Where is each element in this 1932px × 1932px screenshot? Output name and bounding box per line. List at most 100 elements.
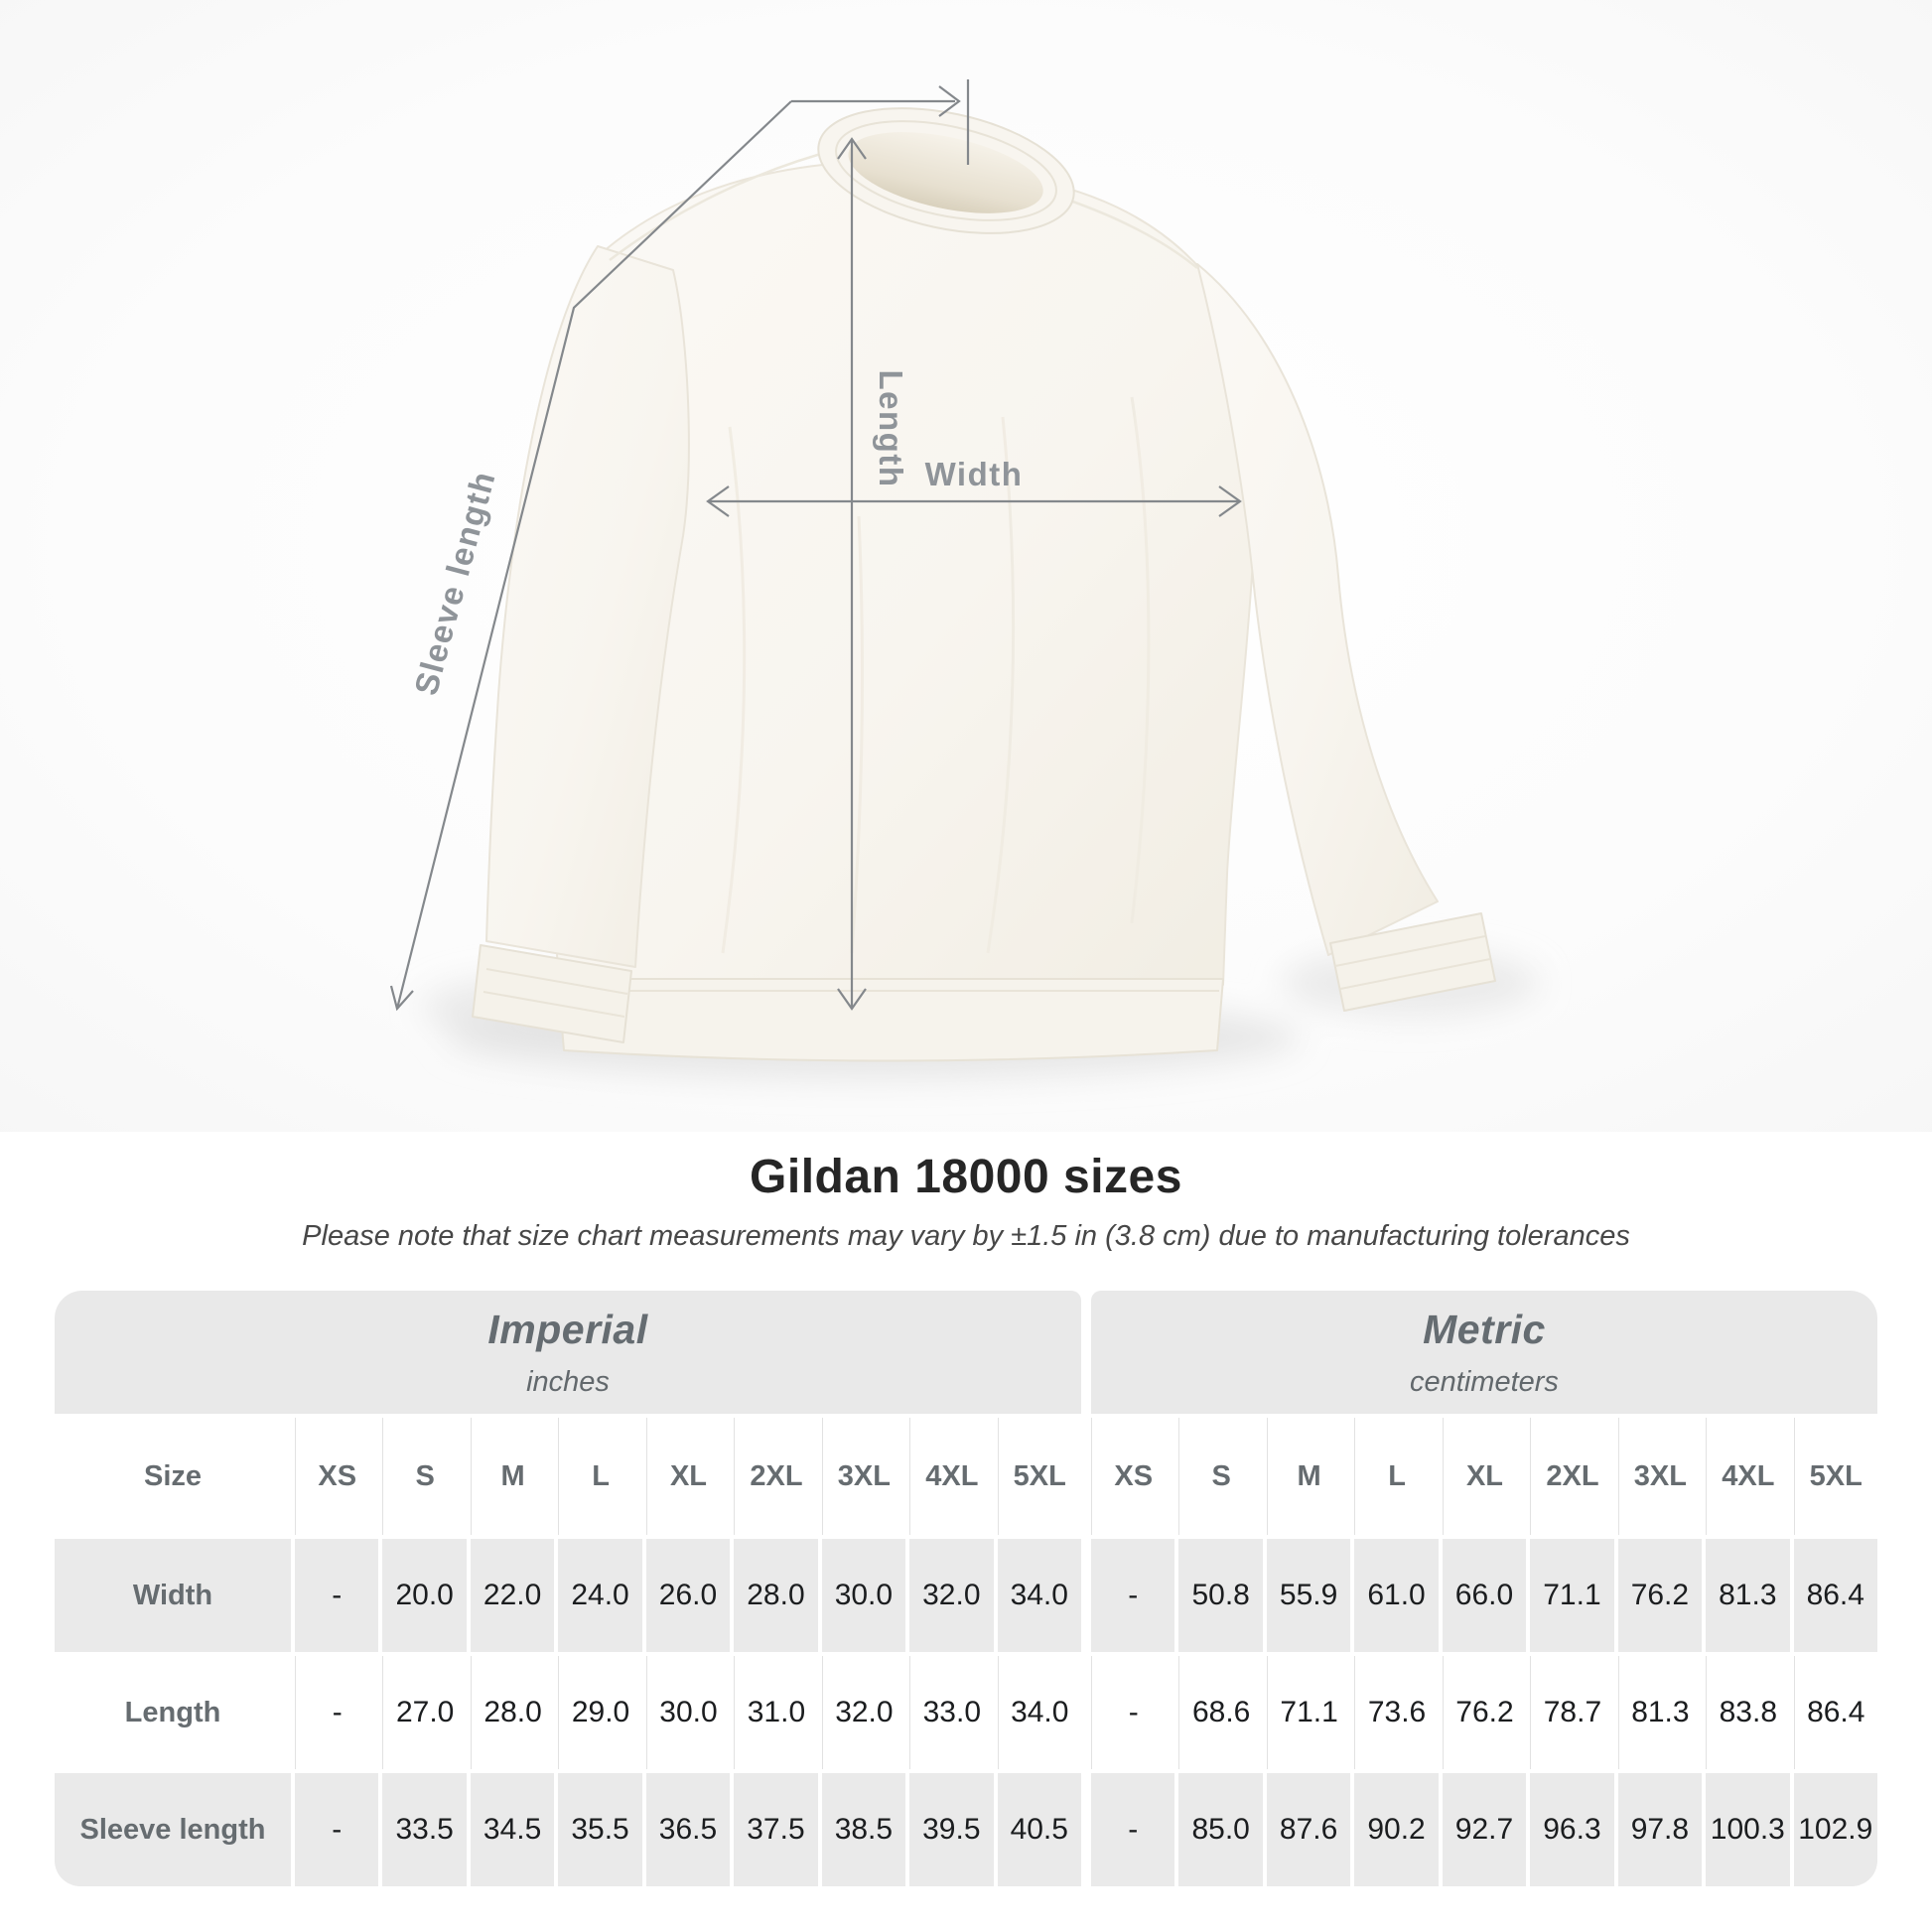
size-table: Imperial inches Metric centimeters Size … [55, 1291, 1877, 1886]
sleeve-imperial-xl: 36.5 [645, 1773, 731, 1886]
metric-section-unit: centimeters [1410, 1365, 1559, 1398]
length-imperial-l: 29.0 [558, 1656, 642, 1769]
size-col-header-metric-s: S [1178, 1418, 1263, 1535]
right-cuff [1329, 912, 1496, 1012]
width-metric-5xl: 86.4 [1793, 1539, 1877, 1652]
down-arrowhead-icon [837, 988, 867, 1011]
sleeve-metric-l: 90.2 [1354, 1773, 1439, 1886]
width-right-arrowhead-icon [1218, 485, 1242, 517]
width-imperial-m: 22.0 [470, 1539, 555, 1652]
size-col-header-imperial-3xl: 3XL [821, 1418, 906, 1535]
row-label-sleeve-length: Sleeve length [55, 1773, 291, 1886]
sleeve-imperial-m: 34.5 [470, 1773, 555, 1886]
length-imperial-5xl: 34.0 [997, 1656, 1081, 1769]
width-metric-l: 61.0 [1354, 1539, 1439, 1652]
width-imperial-5xl: 34.0 [997, 1539, 1081, 1652]
length-metric-xs: - [1090, 1656, 1175, 1769]
left-sleeve [485, 245, 690, 968]
imperial-section-header: Imperial inches [55, 1291, 1081, 1414]
width-imperial-3xl: 30.0 [821, 1539, 906, 1652]
length-metric-2xl: 78.7 [1530, 1656, 1614, 1769]
size-col-header-imperial-xs: XS [295, 1418, 379, 1535]
length-metric-l: 73.6 [1354, 1656, 1439, 1769]
sleeve-metric-2xl: 96.3 [1530, 1773, 1614, 1886]
sleeve-metric-4xl: 100.3 [1706, 1773, 1790, 1886]
sleeve-metric-5xl: 102.9 [1793, 1773, 1877, 1886]
fabric-wrinkles [721, 396, 1151, 954]
left-cuff-ribs [483, 968, 628, 1018]
sleeve-metric-m: 87.6 [1266, 1773, 1351, 1886]
length-imperial-s: 27.0 [382, 1656, 467, 1769]
sweatshirt-graphic [472, 107, 1496, 1062]
sleeve-imperial-s: 33.5 [382, 1773, 467, 1886]
length-imperial-m: 28.0 [470, 1656, 555, 1769]
sleeve-metric-3xl: 97.8 [1617, 1773, 1703, 1886]
up-arrowhead-icon [837, 137, 867, 160]
hem-band [557, 978, 1224, 1062]
size-col-header-imperial-5xl: 5XL [997, 1418, 1081, 1535]
left-arrowhead-icon [706, 485, 730, 517]
section-divider [1084, 1539, 1087, 1652]
sweatshirt-measurement-diagram: Length Width Sleeve length [0, 0, 1932, 1132]
sleeve-imperial-4xl: 39.5 [909, 1773, 994, 1886]
width-imperial-4xl: 32.0 [909, 1539, 994, 1652]
size-col-header-imperial-s: S [382, 1418, 467, 1535]
length-imperial-4xl: 33.0 [909, 1656, 994, 1769]
imperial-section-unit: inches [526, 1365, 610, 1398]
sleeve-imperial-2xl: 37.5 [734, 1773, 818, 1886]
length-imperial-xl: 30.0 [645, 1656, 731, 1769]
size-col-header-metric-2xl: 2XL [1530, 1418, 1614, 1535]
measurement-annotations [389, 79, 1242, 1012]
sleeve-imperial-3xl: 38.5 [821, 1773, 906, 1886]
sleeve-imperial-xs: - [295, 1773, 379, 1886]
right-sleeve [1196, 263, 1439, 956]
length-metric-3xl: 81.3 [1617, 1656, 1703, 1769]
size-col-header-metric-m: M [1266, 1418, 1351, 1535]
size-tolerance-note: Please note that size chart measurements… [302, 1220, 1630, 1252]
metric-section-header: Metric centimeters [1090, 1291, 1877, 1414]
sleeve-metric-s: 85.0 [1178, 1773, 1263, 1886]
size-col-header-metric-xs: XS [1090, 1418, 1175, 1535]
section-divider [1084, 1418, 1087, 1535]
sleeve-metric-xs: - [1090, 1773, 1175, 1886]
width-metric-m: 55.9 [1266, 1539, 1351, 1652]
sleeve-length-line [395, 100, 792, 1010]
collar [817, 107, 1075, 234]
length-imperial-xs: - [295, 1656, 379, 1769]
size-col-header-imperial-2xl: 2XL [734, 1418, 818, 1535]
size-col-header-imperial-xl: XL [645, 1418, 731, 1535]
width-metric-s: 50.8 [1178, 1539, 1263, 1652]
width-imperial-l: 24.0 [558, 1539, 642, 1652]
size-col-header-metric-3xl: 3XL [1617, 1418, 1703, 1535]
length-metric-s: 68.6 [1178, 1656, 1263, 1769]
right-arrowhead-icon [938, 85, 961, 117]
size-col-header-imperial-m: M [470, 1418, 555, 1535]
width-metric-xs: - [1090, 1539, 1175, 1652]
row-label-length: Length [55, 1656, 291, 1769]
width-imperial-xl: 26.0 [645, 1539, 731, 1652]
length-metric-xl: 76.2 [1442, 1656, 1527, 1769]
width-metric-xl: 66.0 [1442, 1539, 1527, 1652]
section-divider [1084, 1656, 1087, 1769]
size-column-header: Size [55, 1418, 291, 1535]
width-metric-3xl: 76.2 [1617, 1539, 1703, 1652]
length-metric-4xl: 83.8 [1706, 1656, 1790, 1769]
width-metric-4xl: 81.3 [1706, 1539, 1790, 1652]
size-col-header-imperial-4xl: 4XL [909, 1418, 994, 1535]
size-col-header-imperial-l: L [558, 1418, 642, 1535]
size-col-header-metric-4xl: 4XL [1706, 1418, 1790, 1535]
imperial-section-name: Imperial [487, 1306, 648, 1352]
length-imperial-3xl: 32.0 [821, 1656, 906, 1769]
width-label: Width [925, 456, 1024, 492]
metric-section-name: Metric [1423, 1306, 1546, 1352]
length-label: Length [873, 370, 909, 488]
length-metric-5xl: 86.4 [1793, 1656, 1877, 1769]
width-imperial-xs: - [295, 1539, 379, 1652]
sweatshirt-photo-svg: Length Width Sleeve length [0, 0, 1932, 1132]
sleeve-metric-xl: 92.7 [1442, 1773, 1527, 1886]
left-shoulder-seam [609, 147, 840, 261]
length-metric-m: 71.1 [1266, 1656, 1351, 1769]
sleeve-imperial-5xl: 40.5 [997, 1773, 1081, 1886]
size-col-header-metric-xl: XL [1442, 1418, 1527, 1535]
width-metric-2xl: 71.1 [1530, 1539, 1614, 1652]
